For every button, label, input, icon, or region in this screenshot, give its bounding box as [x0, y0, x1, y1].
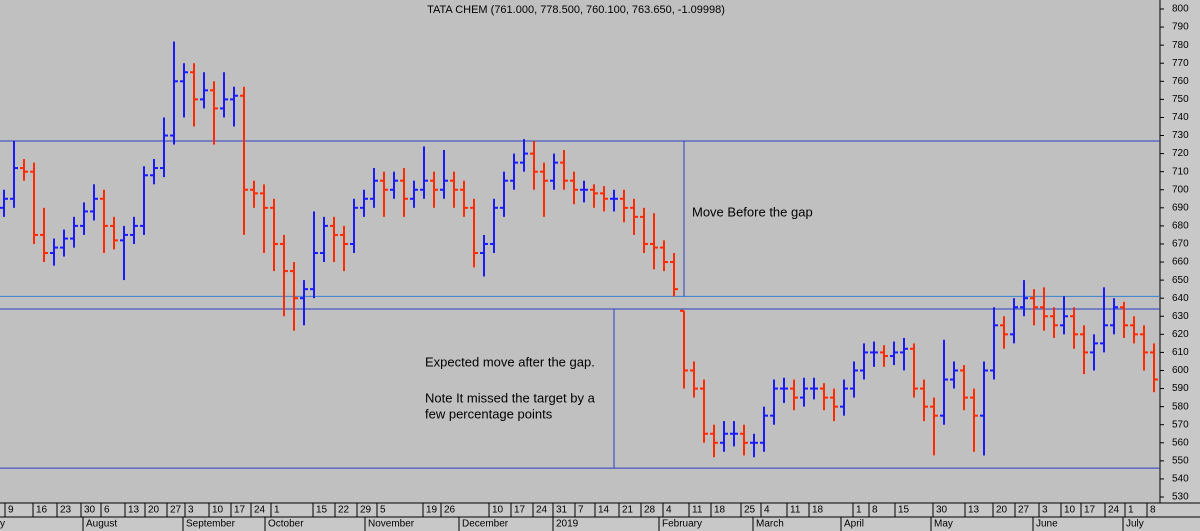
y-tick-label: 610 [1172, 347, 1189, 358]
x-tick-label: 6 [104, 505, 110, 516]
x-tick-label: 19 [426, 505, 438, 516]
x-tick-label: 4 [764, 505, 770, 516]
y-tick-label: 590 [1172, 383, 1189, 394]
x-tick-label: 27 [1018, 505, 1030, 516]
x-tick-label: 17 [514, 505, 526, 516]
y-tick-label: 750 [1172, 94, 1189, 105]
month-label: September [186, 519, 236, 530]
x-tick-label: 3 [188, 505, 194, 516]
month-label: July [1126, 519, 1144, 530]
x-tick-label: 13 [128, 505, 140, 516]
y-tick-label: 560 [1172, 437, 1189, 448]
y-tick-label: 700 [1172, 184, 1189, 195]
x-tick-label: 16 [36, 505, 48, 516]
x-tick-label: 18 [812, 505, 824, 516]
annotation: few percentage points [425, 406, 553, 421]
y-tick-label: 790 [1172, 22, 1189, 33]
month-label: December [462, 519, 509, 530]
y-tick-label: 720 [1172, 148, 1189, 159]
x-tick-label: 28 [644, 505, 656, 516]
y-tick-label: 650 [1172, 275, 1189, 286]
x-tick-label: 11 [692, 505, 703, 516]
x-tick-label: 7 [578, 505, 584, 516]
x-tick-label: 31 [556, 505, 568, 516]
y-tick-label: 600 [1172, 365, 1189, 376]
x-tick-label: 8 [1150, 505, 1156, 516]
month-label: May [934, 519, 953, 530]
month-label: 2019 [556, 519, 579, 530]
y-tick-label: 690 [1172, 202, 1189, 213]
x-tick-label: 24 [254, 505, 266, 516]
x-tick-label: 21 [622, 505, 634, 516]
x-tick-label: 1 [856, 505, 862, 516]
y-tick-label: 680 [1172, 221, 1189, 232]
x-tick-label: 30 [84, 505, 96, 516]
x-tick-label: 3 [1042, 505, 1048, 516]
month-label: February [662, 519, 702, 530]
x-tick-label: 9 [8, 505, 14, 516]
month-label: March [756, 519, 784, 530]
annotation: Move Before the gap [692, 204, 813, 219]
x-tick-label: 17 [234, 505, 246, 516]
x-tick-label: 18 [714, 505, 726, 516]
month-label: October [268, 519, 304, 530]
y-tick-label: 530 [1172, 492, 1189, 503]
x-tick-label: 20 [996, 505, 1008, 516]
x-tick-label: 24 [1108, 505, 1120, 516]
y-tick-label: 670 [1172, 239, 1189, 250]
x-tick-label: 17 [1084, 505, 1096, 516]
y-tick-label: 780 [1172, 40, 1189, 51]
y-tick-label: 730 [1172, 130, 1189, 141]
x-tick-label: 10 [492, 505, 504, 516]
x-tick-label: 15 [898, 505, 910, 516]
y-tick-label: 640 [1172, 293, 1189, 304]
y-tick-label: 550 [1172, 455, 1189, 466]
month-label: June [1036, 519, 1058, 530]
x-tick-label: 24 [536, 505, 548, 516]
y-tick-label: 540 [1172, 474, 1189, 485]
y-tick-label: 660 [1172, 257, 1189, 268]
x-tick-label: 8 [872, 505, 878, 516]
x-tick-label: 26 [444, 505, 456, 516]
y-tick-label: 620 [1172, 329, 1189, 340]
x-tick-label: 25 [744, 505, 756, 516]
x-tick-label: 1 [1128, 505, 1134, 516]
y-tick-label: 570 [1172, 419, 1189, 430]
chart-title: TATA CHEM (761.000, 778.500, 760.100, 76… [427, 4, 725, 16]
x-tick-label: 22 [338, 505, 350, 516]
x-tick-label: 30 [936, 505, 948, 516]
y-tick-label: 800 [1172, 4, 1189, 15]
annotation: Note It missed the target by a [425, 390, 596, 405]
x-tick-label: 23 [60, 505, 72, 516]
x-tick-label: 29 [360, 505, 372, 516]
x-tick-label: 14 [598, 505, 610, 516]
month-label: y [0, 519, 5, 530]
x-tick-label: 13 [968, 505, 980, 516]
y-tick-label: 760 [1172, 76, 1189, 87]
y-tick-label: 740 [1172, 112, 1189, 123]
annotation: Expected move after the gap. [425, 354, 595, 369]
month-label: August [86, 519, 117, 530]
month-label: November [368, 519, 415, 530]
x-tick-label: 27 [170, 505, 182, 516]
y-tick-label: 770 [1172, 58, 1189, 69]
y-tick-label: 630 [1172, 311, 1189, 322]
x-tick-label: 20 [148, 505, 160, 516]
y-axis-panel [1160, 0, 1200, 503]
x-tick-label: 15 [316, 505, 328, 516]
x-tick-label: 4 [666, 505, 672, 516]
x-tick-label: 1 [274, 505, 280, 516]
month-label: April [844, 519, 864, 530]
x-tick-label: 11 [790, 505, 801, 516]
y-tick-label: 580 [1172, 401, 1189, 412]
x-tick-label: 5 [380, 505, 386, 516]
x-tick-label: 10 [212, 505, 224, 516]
y-tick-label: 710 [1172, 166, 1189, 177]
x-tick-label: 10 [1064, 505, 1076, 516]
